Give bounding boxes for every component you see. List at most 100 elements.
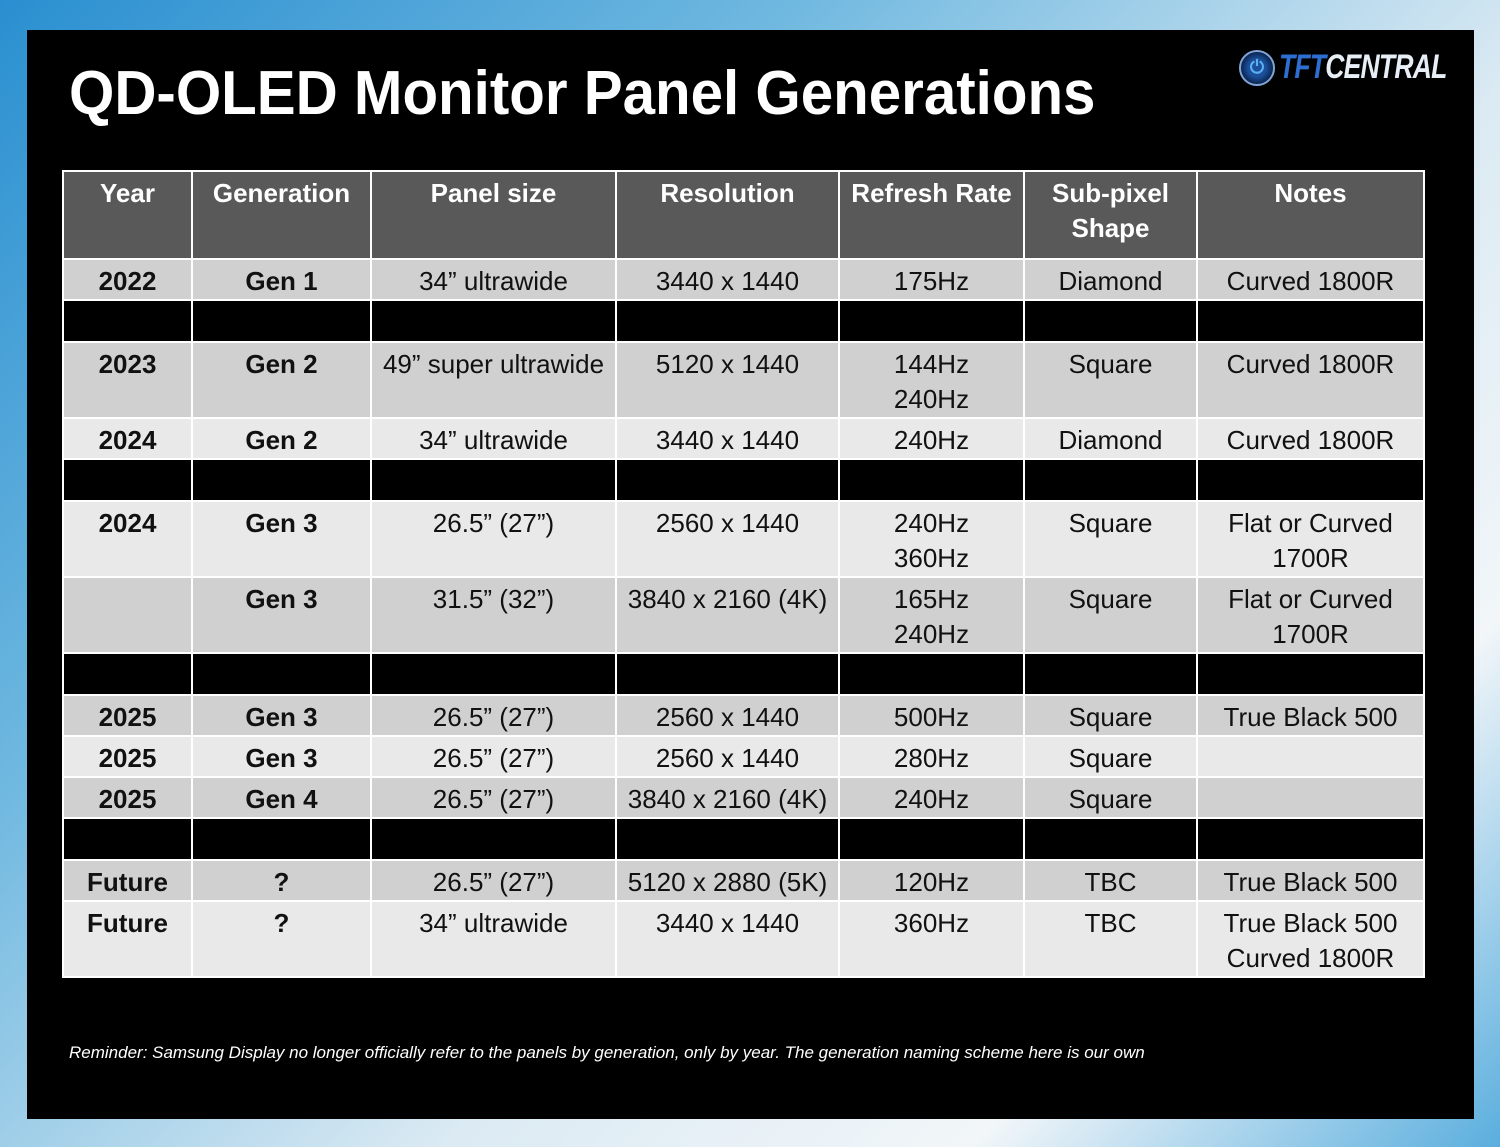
spacer-cell	[838, 817, 1025, 861]
cell-generation: Gen 3	[191, 500, 372, 578]
cell-panel-size: 26.5” (27”)	[370, 694, 617, 737]
cell-panel-size: 26.5” (27”)	[370, 735, 617, 778]
cell-sub-pixel-shape: TBC	[1023, 859, 1198, 902]
cell-year: Future	[62, 900, 193, 978]
cell-notes: True Black 500 Curved 1800R	[1196, 900, 1425, 978]
tft-central-logo: ⏻ TFTCENTRAL	[1239, 48, 1494, 87]
cell-year: 2025	[62, 735, 193, 778]
cell-refresh-rate: 165Hz 240Hz	[838, 576, 1025, 654]
cell-panel-size: 26.5” (27”)	[370, 859, 617, 902]
table-row: Gen 3 31.5” (32”) 3840 x 2160 (4K) 165Hz 24…	[62, 576, 1425, 654]
cell-sub-pixel-shape: Diamond	[1023, 417, 1198, 460]
table-header-row: Year Generation Panel size Resolution Refres…	[62, 170, 1425, 260]
cell-notes: Curved 1800R	[1196, 258, 1425, 301]
cell-generation: Gen 3	[191, 576, 372, 654]
cell-refresh-rate: 500Hz	[838, 694, 1025, 737]
cell-panel-size: 34” ultrawide	[370, 417, 617, 460]
panel-generations-table: Year Generation Panel size Resolution Refres…	[62, 170, 1425, 978]
cell-sub-pixel-shape: Square	[1023, 735, 1198, 778]
cell-panel-size: 34” ultrawide	[370, 900, 617, 978]
cell-year: 2025	[62, 694, 193, 737]
spacer-cell	[615, 652, 840, 696]
logo-text-central: CENTRAL	[1325, 48, 1447, 86]
header-generation: Generation	[191, 170, 372, 260]
cell-year: 2022	[62, 258, 193, 301]
header-resolution: Resolution	[615, 170, 840, 260]
cell-refresh-rate: 240Hz 360Hz	[838, 500, 1025, 578]
cell-resolution: 2560 x 1440	[615, 735, 840, 778]
cell-sub-pixel-shape: Square	[1023, 694, 1198, 737]
cell-generation: ?	[191, 859, 372, 902]
cell-panel-size: 49” super ultrawide	[370, 341, 617, 419]
spacer-row	[62, 817, 1425, 861]
spacer-row	[62, 652, 1425, 696]
spacer-cell	[191, 817, 372, 861]
footnote: Reminder: Samsung Display no longer offi…	[69, 1043, 1145, 1062]
spacer-cell	[370, 652, 617, 696]
spacer-cell	[1023, 652, 1198, 696]
header-sub-pixel-shape: Sub-pixel Shape	[1023, 170, 1198, 260]
cell-generation: Gen 4	[191, 776, 372, 819]
cell-resolution: 5120 x 2880 (5K)	[615, 859, 840, 902]
spacer-cell	[62, 652, 193, 696]
logo-text: TFTCENTRAL	[1279, 48, 1447, 87]
spacer-row	[62, 299, 1425, 343]
spacer-cell	[1023, 817, 1198, 861]
header-panel-size: Panel size	[370, 170, 617, 260]
power-icon: ⏻	[1239, 49, 1275, 86]
cell-notes: True Black 500	[1196, 859, 1425, 902]
header-notes: Notes	[1196, 170, 1425, 260]
table-row: Future? 34” ultrawide 3440 x 1440 360Hz TBC T…	[62, 900, 1425, 978]
spacer-cell	[191, 299, 372, 343]
logo-text-tft: TFT	[1279, 48, 1326, 86]
cell-generation: Gen 1	[191, 258, 372, 301]
cell-resolution: 5120 x 1440	[615, 341, 840, 419]
spacer-cell	[838, 299, 1025, 343]
cell-generation: Gen 2	[191, 417, 372, 460]
table-row: 2023 Gen 2 49” super ultrawide 5120 x 1440 1…	[62, 341, 1425, 419]
cell-year	[62, 576, 193, 654]
cell-notes: Flat or Curved 1700R	[1196, 576, 1425, 654]
table-row: 2024 Gen 3 26.5” (27”) 2560 x 1440 240Hz 360…	[62, 500, 1425, 578]
spacer-cell	[62, 458, 193, 502]
cell-panel-size: 34” ultrawide	[370, 258, 617, 301]
page-title: QD-OLED Monitor Panel Generations	[69, 59, 1096, 128]
cell-notes: True Black 500	[1196, 694, 1425, 737]
spacer-cell	[615, 299, 840, 343]
cell-resolution: 3840 x 2160 (4K)	[615, 576, 840, 654]
cell-refresh-rate: 175Hz	[838, 258, 1025, 301]
cell-sub-pixel-shape: Square	[1023, 500, 1198, 578]
spacer-cell	[1196, 652, 1425, 696]
header-refresh-rate: Refresh Rate	[838, 170, 1025, 260]
header-year: Year	[62, 170, 193, 260]
cell-generation: Gen 3	[191, 694, 372, 737]
spacer-cell	[615, 458, 840, 502]
spacer-cell	[838, 458, 1025, 502]
cell-year: 2024	[62, 417, 193, 460]
spacer-cell	[191, 458, 372, 502]
spacer-cell	[838, 652, 1025, 696]
table-row: 2025 Gen 3 26.5” (27”) 2560 x 1440 500Hz Squa…	[62, 694, 1425, 737]
cell-generation: Gen 3	[191, 735, 372, 778]
cell-refresh-rate: 240Hz	[838, 417, 1025, 460]
spacer-cell	[370, 458, 617, 502]
spacer-cell	[191, 652, 372, 696]
cell-sub-pixel-shape: Square	[1023, 776, 1198, 819]
cell-generation: ?	[191, 900, 372, 978]
cell-refresh-rate: 360Hz	[838, 900, 1025, 978]
cell-panel-size: 26.5” (27”)	[370, 776, 617, 819]
cell-generation: Gen 2	[191, 341, 372, 419]
cell-notes: Flat or Curved 1700R	[1196, 500, 1425, 578]
spacer-cell	[62, 299, 193, 343]
spacer-cell	[1023, 458, 1198, 502]
cell-notes: Curved 1800R	[1196, 417, 1425, 460]
cell-notes: Curved 1800R	[1196, 341, 1425, 419]
cell-sub-pixel-shape: TBC	[1023, 900, 1198, 978]
table-row: 2022 Gen 1 34” ultrawide 3440 x 1440 175Hz Di…	[62, 258, 1425, 301]
cell-year: Future	[62, 859, 193, 902]
spacer-cell	[1196, 458, 1425, 502]
spacer-cell	[62, 817, 193, 861]
spacer-cell	[1196, 817, 1425, 861]
cell-refresh-rate: 144Hz 240Hz	[838, 341, 1025, 419]
table-row: 2025 Gen 3 26.5” (27”) 2560 x 1440 280Hz Squa…	[62, 735, 1425, 778]
